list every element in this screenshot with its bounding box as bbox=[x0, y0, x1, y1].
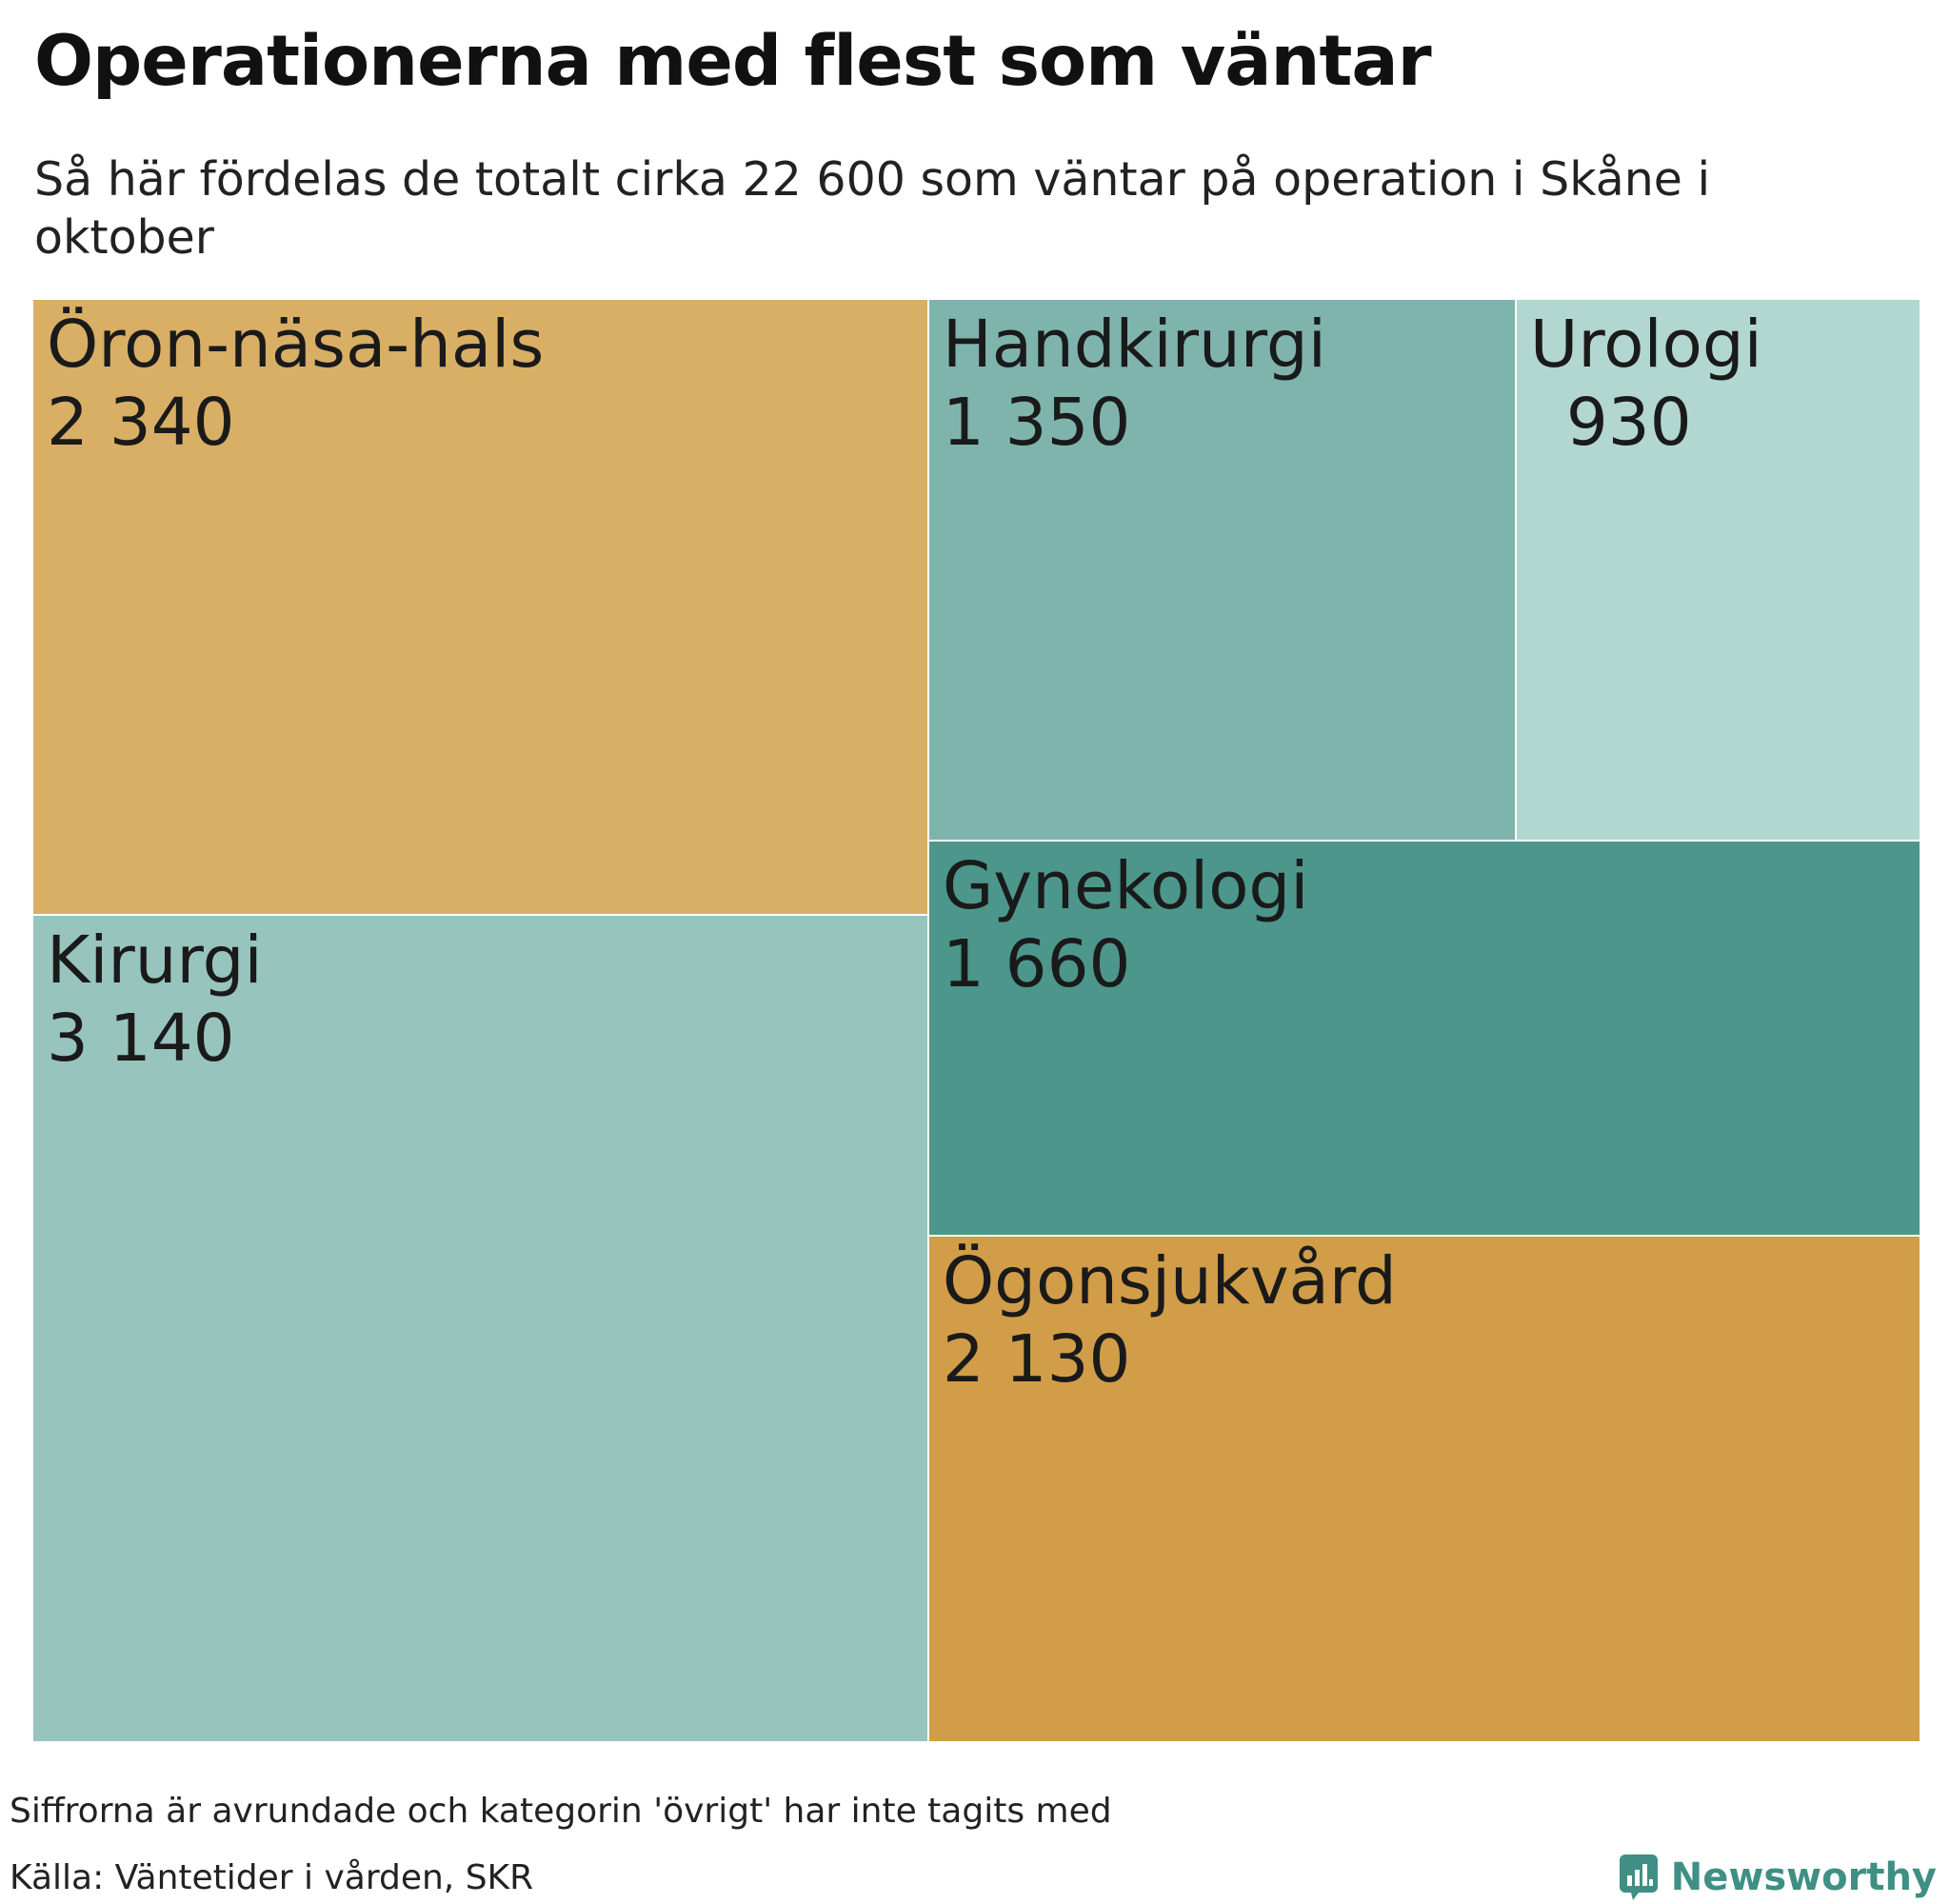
treemap-cell: Kirurgi 3 140 bbox=[33, 916, 929, 1743]
treemap-value-label: 3 140 bbox=[47, 1001, 235, 1078]
treemap-cell-label: Gynekologi 1 660 bbox=[943, 847, 1309, 1003]
treemap-cell-label: Handkirurgi 1 350 bbox=[943, 306, 1326, 462]
treemap: Öron-näsa-hals 2 340 Kirurgi 3 140 Handkirur… bbox=[33, 300, 1921, 1743]
treemap-cell-label: Ögonsjukvård 2 130 bbox=[943, 1242, 1397, 1398]
treemap-category-label: Gynekologi bbox=[942, 848, 1309, 925]
chart-title: Operationerna med flest som väntar bbox=[34, 21, 1432, 102]
treemap-category-label: Urologi bbox=[1529, 307, 1762, 383]
source-note: Källa: Väntetider i vården, SKR bbox=[10, 1858, 534, 1897]
treemap-category-label: Kirurgi bbox=[47, 922, 263, 1000]
treemap-category-label: Öron-näsa-hals bbox=[47, 307, 545, 383]
treemap-value-label: 2 130 bbox=[942, 1321, 1131, 1398]
treemap-value-label: 1 660 bbox=[942, 926, 1131, 1003]
treemap-cell: Handkirurgi 1 350 bbox=[928, 300, 1517, 843]
treemap-cell: Urologi 930 bbox=[1516, 300, 1921, 843]
treemap-cell-label: Öron-näsa-hals 2 340 bbox=[47, 306, 544, 462]
footnote: Siffrorna är avrundade och kategorin 'öv… bbox=[10, 1792, 1112, 1831]
chart-subtitle: Så här fördelas de totalt cirka 22 600 s… bbox=[34, 152, 1711, 265]
treemap-value-label: 930 bbox=[1565, 385, 1692, 461]
treemap-cell: Ögonsjukvård 2 130 bbox=[928, 1237, 1921, 1743]
treemap-category-label: Ögonsjukvård bbox=[942, 1243, 1397, 1320]
treemap-cell-label: Urologi 930 bbox=[1530, 306, 1762, 462]
treemap-category-label: Handkirurgi bbox=[942, 307, 1326, 383]
treemap-value-label: 2 340 bbox=[47, 385, 235, 461]
brand-name: Newsworthy bbox=[1670, 1855, 1937, 1899]
treemap-cell: Gynekologi 1 660 bbox=[928, 842, 1921, 1237]
treemap-value-label: 1 350 bbox=[942, 385, 1131, 461]
newsworthy-logo-icon bbox=[1619, 1854, 1658, 1900]
treemap-cell: Öron-näsa-hals 2 340 bbox=[33, 300, 929, 917]
brand-logo: Newsworthy bbox=[1618, 1853, 1937, 1902]
treemap-cell-label: Kirurgi 3 140 bbox=[47, 922, 263, 1078]
